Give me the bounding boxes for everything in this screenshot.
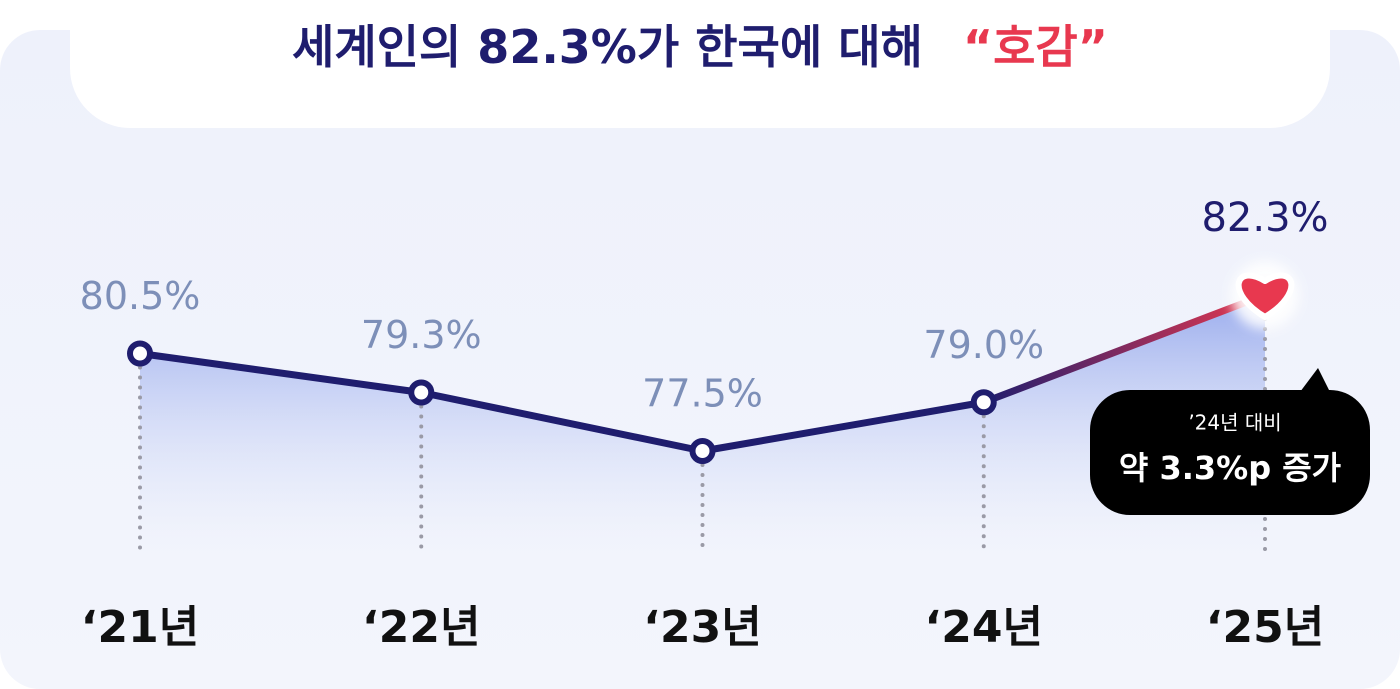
- x-tick-label: ‘25년: [1206, 602, 1324, 653]
- callout: ’24년 대비 약 3.3%p 증가: [1090, 368, 1370, 515]
- x-tick-label: ‘24년: [925, 602, 1043, 653]
- value-label: 77.5%: [642, 372, 763, 416]
- point: [1235, 272, 1295, 320]
- value-label: 82.3%: [1201, 195, 1328, 241]
- callout-line2: 약 3.3%p 증가: [1119, 449, 1341, 487]
- x-tick-label: ‘22년: [362, 602, 480, 653]
- point: [970, 389, 997, 416]
- x-tick-label: ‘21년: [81, 602, 199, 653]
- value-label: 80.5%: [80, 274, 201, 318]
- callout-line1: ’24년 대비: [1188, 411, 1281, 435]
- x-tick-label: ‘23년: [643, 602, 761, 653]
- title-box: [70, 0, 1330, 128]
- title-main: 세계인의 82.3%가 한국에 대해: [292, 20, 923, 74]
- title-highlight: “호감”: [963, 20, 1108, 74]
- chart-title: 세계인의 82.3%가 한국에 대해 “호감”: [292, 20, 1108, 74]
- point: [127, 340, 153, 367]
- point: [689, 438, 716, 464]
- value-label: 79.3%: [361, 313, 482, 357]
- area-fill: [140, 295, 1265, 560]
- value-label: 79.0%: [923, 323, 1044, 367]
- callout-box: [1090, 390, 1370, 515]
- point: [408, 379, 435, 406]
